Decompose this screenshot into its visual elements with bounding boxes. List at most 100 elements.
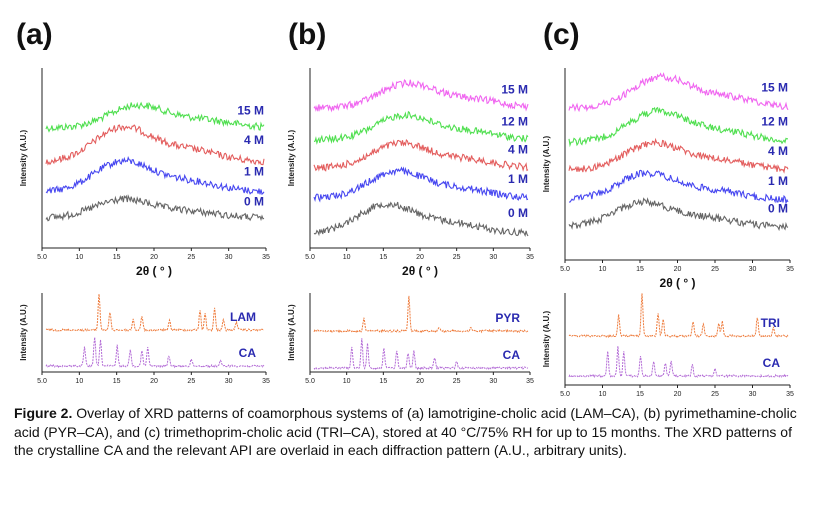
x-tick-label: 35	[786, 266, 794, 273]
series-0m-line	[313, 201, 529, 237]
series-label: CA	[503, 348, 521, 362]
panel-letter: (c)	[543, 18, 580, 51]
x-tick-label: 30	[225, 378, 233, 385]
series-label: 12 M	[761, 115, 788, 129]
y-axis-label: Intensity (A.U.)	[542, 310, 551, 367]
series-label: 15 M	[761, 81, 788, 95]
series-label: 4 M	[508, 143, 528, 157]
series-label: 1 M	[768, 174, 788, 188]
x-tick-label: 30	[489, 378, 497, 385]
x-tick-label: 30	[749, 391, 757, 398]
series-tri-line	[568, 293, 789, 339]
caption-lead: Figure 2.	[14, 405, 73, 421]
series-label: PYR	[495, 311, 520, 325]
x-tick-label: 25	[187, 378, 195, 385]
x-tick-label: 10	[343, 378, 351, 385]
bottom-plot: 5.0 10 15 20 25 30 35 Intensity (A.U.) TRI CA	[542, 293, 794, 398]
x-tick-label: 20	[416, 254, 424, 261]
x-tick-label: 30	[225, 254, 233, 261]
series-0m-line	[45, 194, 265, 222]
x-tick-label: 30	[489, 254, 497, 261]
series-label: 0 M	[768, 202, 788, 216]
x-tick-label: 20	[674, 391, 682, 398]
x-tick-label: 10	[75, 378, 83, 385]
x-tick-label: 5.0	[37, 254, 47, 261]
x-tick-label: 25	[711, 266, 719, 273]
series-1m-line	[568, 169, 789, 206]
series-label: 12 M	[501, 115, 528, 129]
series-label: TRI	[761, 316, 780, 330]
y-axis-label: Intensity (A.U.)	[19, 304, 28, 361]
x-tick-label: 20	[674, 266, 682, 273]
x-tick-label: 5.0	[305, 254, 315, 261]
series-1m-line	[313, 166, 529, 203]
panel-b: (b) 5.0 10 15 20 25 30 35 Intensity (A.U.) 2θ ( °…	[287, 18, 534, 385]
series-lam-line	[45, 293, 264, 333]
series-ca-line	[313, 338, 529, 371]
x-tick-label: 35	[526, 254, 534, 261]
figure-caption: Figure 2. Overlay of XRD patterns of coa…	[14, 404, 806, 460]
series-4m-line	[568, 137, 789, 174]
series-15m-line	[313, 79, 529, 113]
x-tick-label: 35	[526, 378, 534, 385]
series-15m-line	[568, 72, 789, 113]
x-tick-label: 15	[636, 266, 644, 273]
x-tick-label: 10	[75, 254, 83, 261]
series-4m-line	[313, 139, 529, 172]
y-axis-label: Intensity (A.U.)	[287, 129, 296, 186]
top-plot: 5.0 10 15 20 25 30 35 Intensity (A.U.) 2θ ( ° ) 1…	[542, 68, 794, 290]
top-plot: 5.0 10 15 20 25 30 35 Intensity (A.U.) 2θ ( ° ) 1…	[19, 68, 270, 278]
series-0m-line	[568, 197, 789, 232]
series-label: 1 M	[508, 172, 528, 186]
x-tick-label: 15	[379, 378, 387, 385]
x-tick-label: 15	[379, 254, 387, 261]
x-tick-label: 10	[599, 391, 607, 398]
x-tick-label: 10	[343, 254, 351, 261]
y-axis-label: Intensity (A.U.)	[19, 129, 28, 186]
series-1m-line	[45, 156, 265, 196]
y-axis-label: Intensity (A.U.)	[287, 304, 296, 361]
series-pyr-line	[313, 295, 529, 334]
series-label: LAM	[230, 310, 256, 324]
series-4m-line	[45, 124, 265, 166]
series-label: 4 M	[768, 144, 788, 158]
x-tick-label: 25	[453, 378, 461, 385]
panel-c: (c) 5.0 10 15 20 25 30 35 Intensity (A.U.) 2θ ( °…	[542, 18, 794, 398]
x-tick-label: 5.0	[37, 378, 47, 385]
y-axis-label: Intensity (A.U.)	[542, 135, 551, 192]
x-tick-label: 20	[416, 378, 424, 385]
x-tick-label: 5.0	[560, 391, 570, 398]
top-plot: 5.0 10 15 20 25 30 35 Intensity (A.U.) 2θ ( ° ) 1…	[287, 68, 534, 278]
x-axis-label: 2θ ( ° )	[136, 264, 172, 278]
x-tick-label: 35	[786, 391, 794, 398]
series-label: 4 M	[244, 133, 264, 147]
x-tick-label: 25	[187, 254, 195, 261]
x-tick-label: 15	[113, 254, 121, 261]
x-axis-label: 2θ ( ° )	[402, 264, 438, 278]
series-12m-line	[313, 110, 529, 145]
x-tick-label: 5.0	[560, 266, 570, 273]
series-label: CA	[763, 356, 781, 370]
x-axis-label: 2θ ( ° )	[660, 276, 696, 290]
panel-letter: (b)	[288, 18, 326, 51]
series-label: 15 M	[501, 83, 528, 97]
bottom-plot: 5.0 10 15 20 25 30 35 Intensity (A.U.) LAM CA	[19, 293, 270, 385]
x-tick-label: 15	[113, 378, 121, 385]
x-tick-label: 15	[636, 391, 644, 398]
panel-letter: (a)	[16, 18, 53, 51]
x-tick-label: 20	[150, 254, 158, 261]
series-15m-line	[45, 101, 265, 133]
x-tick-label: 5.0	[305, 378, 315, 385]
x-tick-label: 10	[599, 266, 607, 273]
series-label: 1 M	[244, 165, 264, 179]
series-12m-line	[568, 106, 789, 148]
series-label: 0 M	[508, 206, 528, 220]
x-tick-label: 20	[150, 378, 158, 385]
caption-text: Overlay of XRD patterns of coamorphous s…	[14, 405, 797, 458]
series-label: 15 M	[237, 103, 264, 117]
panel-a: (a) 5.0 10 15 20 25 30 35 Intensity (A.U.) 2θ ( °…	[16, 18, 270, 385]
series-ca-line	[568, 346, 789, 379]
x-tick-label: 30	[749, 266, 757, 273]
x-tick-label: 35	[262, 254, 270, 261]
